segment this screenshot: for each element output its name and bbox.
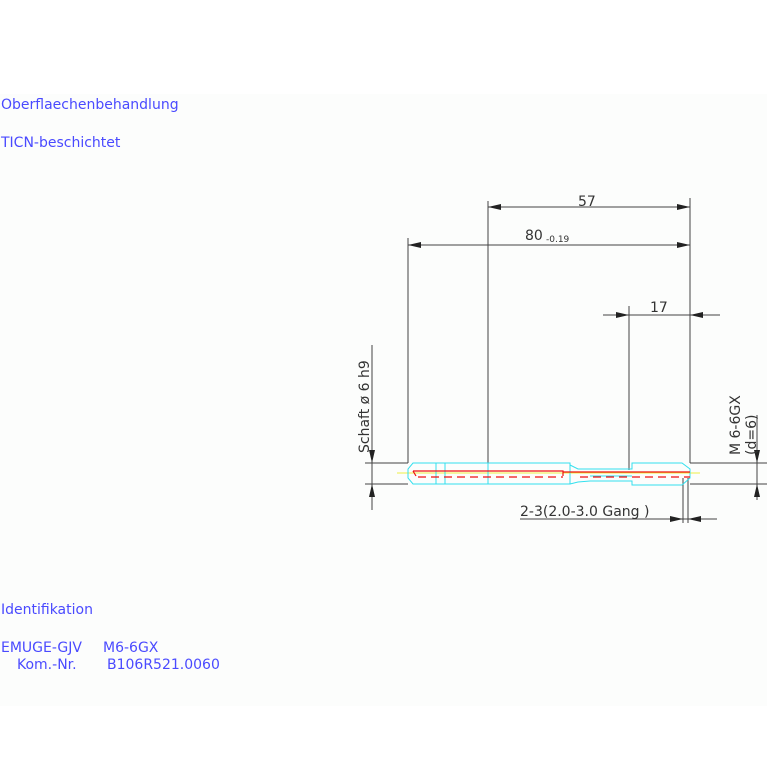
kom-value: B106R521.0060 bbox=[107, 657, 220, 673]
dimension-80-tolerance: -0.19 bbox=[546, 235, 570, 245]
dimension-80-label: 80 bbox=[525, 228, 543, 244]
drawing-sheet bbox=[0, 94, 767, 706]
identification-heading: Identifikation bbox=[1, 602, 93, 618]
tap-outline bbox=[397, 462, 700, 486]
surface-value: TICN-beschichtet bbox=[0, 135, 121, 151]
shaft-label: Schaft ø 6 h9 bbox=[357, 360, 373, 453]
surface-heading: Oberflaechenbehandlung bbox=[1, 97, 179, 113]
thread-diameter-label: (d=6) bbox=[744, 415, 760, 455]
dimension-shaft-diameter: Schaft ø 6 h9 bbox=[357, 345, 375, 510]
extension-lines bbox=[365, 198, 767, 523]
dimension-80: 80 -0.19 bbox=[408, 228, 690, 248]
dimension-thread: M 6-6GX (d=6) bbox=[728, 395, 760, 500]
dimension-17: 17 bbox=[603, 300, 720, 318]
kom-label: Kom.-Nr. bbox=[17, 657, 77, 673]
dimension-chamfer: 2-3(2.0-3.0 Gang ) bbox=[520, 504, 717, 522]
product-value: M6-6GX bbox=[103, 640, 159, 656]
chamfer-label: 2-3(2.0-3.0 Gang ) bbox=[520, 504, 649, 520]
dimension-17-label: 17 bbox=[650, 300, 668, 316]
dimension-57-label: 57 bbox=[578, 194, 596, 210]
thread-label: M 6-6GX bbox=[728, 395, 744, 455]
product-label: EMUGE-GJV bbox=[1, 640, 82, 656]
dimension-57: 57 bbox=[488, 194, 690, 210]
